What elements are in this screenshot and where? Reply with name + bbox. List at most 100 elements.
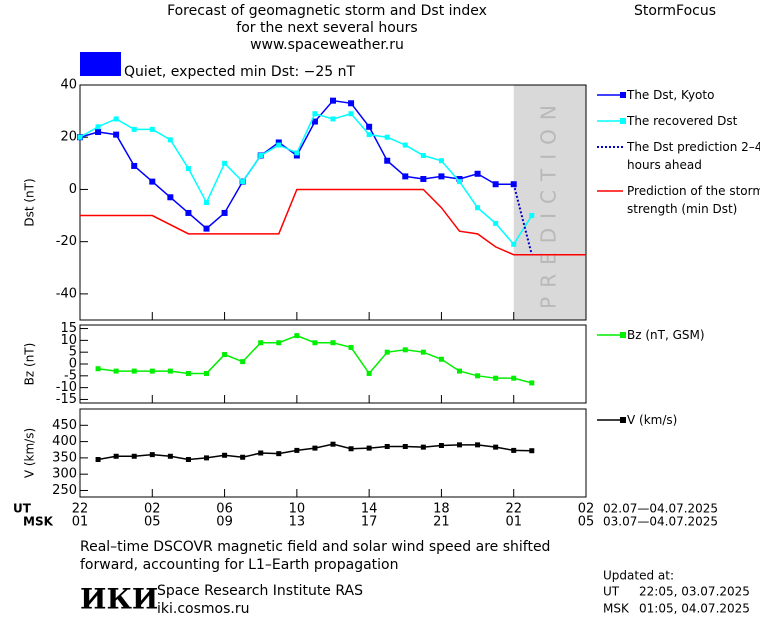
x-row-label: UT bbox=[13, 502, 32, 516]
point bbox=[384, 349, 390, 355]
point bbox=[348, 344, 354, 350]
site: www.spaceweather.ru bbox=[250, 37, 404, 53]
note: Real–time DSCOVR magnetic field and sola… bbox=[80, 539, 550, 555]
legend-label: Bz (nT, GSM) bbox=[627, 328, 705, 342]
point bbox=[221, 209, 228, 216]
prediction-label: PREDICTION bbox=[536, 96, 560, 309]
x-tick-label-msk: 01 bbox=[505, 515, 522, 530]
point bbox=[95, 129, 102, 135]
y-tick-label: -40 bbox=[56, 286, 77, 301]
point bbox=[240, 179, 246, 185]
point bbox=[149, 126, 155, 132]
x-tick-label-msk: 09 bbox=[216, 515, 233, 530]
y-axis-label: Bz (nT) bbox=[23, 343, 37, 386]
point bbox=[149, 452, 155, 458]
legend-label: V (km/s) bbox=[627, 413, 678, 427]
legend-entry: Prediction of the storm strength (min Ds… bbox=[627, 184, 760, 216]
point bbox=[312, 340, 318, 346]
point bbox=[330, 441, 336, 447]
point bbox=[438, 158, 444, 164]
point bbox=[474, 170, 481, 177]
point bbox=[240, 359, 246, 365]
point bbox=[203, 225, 210, 232]
updated-time: 01:05, 04.07.2025 bbox=[639, 602, 750, 616]
point bbox=[475, 205, 481, 211]
x-tick-label: 02 bbox=[144, 502, 161, 517]
point bbox=[456, 176, 463, 182]
point bbox=[258, 153, 264, 158]
point bbox=[402, 142, 408, 148]
point bbox=[366, 132, 372, 138]
series-line bbox=[79, 112, 533, 246]
point bbox=[438, 443, 444, 449]
updated-time: 22:05, 03.07.2025 bbox=[639, 585, 750, 599]
point bbox=[204, 200, 209, 205]
point bbox=[457, 179, 462, 185]
point bbox=[438, 173, 445, 180]
point bbox=[348, 446, 354, 452]
y-tick-label: -5 bbox=[64, 368, 77, 383]
point bbox=[95, 124, 101, 130]
point bbox=[511, 375, 517, 381]
x-tick-label-msk: 21 bbox=[433, 515, 450, 530]
point bbox=[420, 349, 426, 355]
point bbox=[330, 97, 336, 104]
y-tick-label: 350 bbox=[52, 450, 77, 465]
legend-label: Prediction of the storm strength (min Ds… bbox=[627, 184, 760, 216]
point bbox=[366, 370, 372, 376]
point bbox=[131, 453, 137, 459]
x-tick-label-msk: 13 bbox=[289, 515, 306, 530]
point bbox=[131, 126, 137, 132]
point bbox=[457, 368, 462, 374]
institute: Space Research Institute RAS bbox=[157, 583, 363, 599]
legend-entry: V (km/s) bbox=[627, 413, 678, 427]
point bbox=[258, 450, 264, 456]
y-tick-label: 400 bbox=[52, 434, 77, 449]
point bbox=[77, 134, 83, 140]
x-tick-label-msk: 05 bbox=[144, 515, 161, 530]
legend-label: The recovered Dst bbox=[627, 114, 738, 128]
point bbox=[330, 116, 336, 122]
y-tick-label: 20 bbox=[60, 130, 77, 145]
point bbox=[95, 457, 101, 463]
x-row-label: MSK bbox=[23, 515, 54, 529]
plot-frame bbox=[79, 408, 587, 498]
brand: StormFocus bbox=[634, 3, 716, 19]
updated-label: Updated at: bbox=[603, 569, 674, 583]
legend-marker bbox=[620, 118, 626, 124]
point bbox=[167, 453, 173, 459]
x-tick-label: 18 bbox=[433, 502, 450, 517]
point bbox=[185, 209, 192, 216]
series-line bbox=[80, 188, 586, 256]
series-line bbox=[512, 183, 533, 255]
x-tick-label: 10 bbox=[289, 502, 306, 517]
point bbox=[167, 368, 173, 374]
point bbox=[131, 368, 137, 374]
legend-marker bbox=[620, 417, 626, 423]
x-date-range: 03.07—04.07.2025 bbox=[603, 515, 718, 529]
point bbox=[384, 157, 391, 164]
y-tick-label: 0 bbox=[69, 357, 77, 372]
y-tick-label: 15 bbox=[60, 321, 77, 336]
legend-entry: The recovered Dst bbox=[627, 114, 738, 128]
point bbox=[276, 340, 282, 346]
point bbox=[113, 453, 119, 459]
point bbox=[204, 455, 209, 461]
point bbox=[293, 152, 300, 159]
y-tick-label: 0 bbox=[69, 182, 77, 197]
point bbox=[420, 444, 426, 450]
updated-zone: UT bbox=[603, 585, 620, 599]
point bbox=[492, 181, 499, 188]
point bbox=[384, 134, 390, 140]
y-tick-label: 10 bbox=[60, 333, 77, 348]
point bbox=[493, 220, 499, 226]
title: Forecast of geomagnetic storm and Dst in… bbox=[167, 3, 487, 19]
point bbox=[95, 366, 101, 372]
x-tick-label: 22 bbox=[505, 502, 522, 517]
series-line bbox=[79, 99, 514, 230]
point bbox=[276, 142, 282, 148]
updated-zone: MSK bbox=[603, 602, 630, 616]
y-tick-label: 450 bbox=[52, 418, 77, 433]
point bbox=[366, 445, 372, 451]
